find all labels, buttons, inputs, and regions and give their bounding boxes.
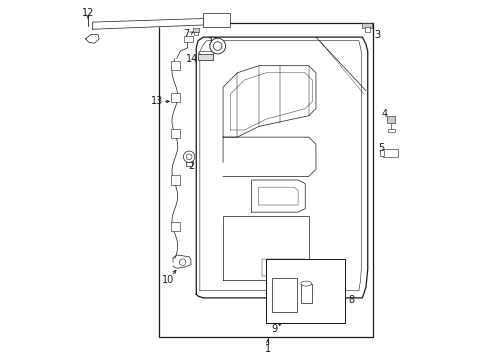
Bar xyxy=(300,284,311,303)
Bar xyxy=(272,278,297,312)
Text: 1: 1 xyxy=(264,343,270,354)
Bar xyxy=(387,129,394,132)
Bar xyxy=(171,61,180,70)
Circle shape xyxy=(213,42,222,50)
Text: 9: 9 xyxy=(270,324,277,334)
Circle shape xyxy=(186,154,192,159)
Bar xyxy=(265,258,344,323)
Text: 13: 13 xyxy=(150,96,163,107)
Text: 5: 5 xyxy=(377,143,384,153)
Text: 8: 8 xyxy=(347,295,353,305)
Bar xyxy=(364,27,369,32)
Text: 12: 12 xyxy=(81,8,94,18)
Bar xyxy=(171,175,180,185)
Bar xyxy=(380,150,383,156)
Bar xyxy=(203,13,230,27)
Bar xyxy=(171,222,180,231)
Bar xyxy=(382,149,397,157)
Bar xyxy=(386,116,394,123)
Ellipse shape xyxy=(300,281,311,286)
Bar xyxy=(194,32,198,35)
Bar xyxy=(159,23,372,337)
Text: 7: 7 xyxy=(183,28,189,39)
Text: 3: 3 xyxy=(373,30,380,40)
Circle shape xyxy=(179,259,185,265)
Circle shape xyxy=(209,38,225,54)
Bar xyxy=(198,54,213,60)
Text: 10: 10 xyxy=(161,275,173,285)
Bar xyxy=(171,93,180,103)
Circle shape xyxy=(183,151,194,162)
Polygon shape xyxy=(93,18,203,29)
Bar xyxy=(362,23,372,28)
Bar xyxy=(183,36,192,42)
Text: 11: 11 xyxy=(207,37,220,48)
Text: 2: 2 xyxy=(187,161,194,171)
Text: 14: 14 xyxy=(185,54,198,64)
Text: 6: 6 xyxy=(219,15,224,25)
Text: 4: 4 xyxy=(381,109,387,119)
Bar xyxy=(193,28,199,32)
Bar xyxy=(171,129,180,138)
